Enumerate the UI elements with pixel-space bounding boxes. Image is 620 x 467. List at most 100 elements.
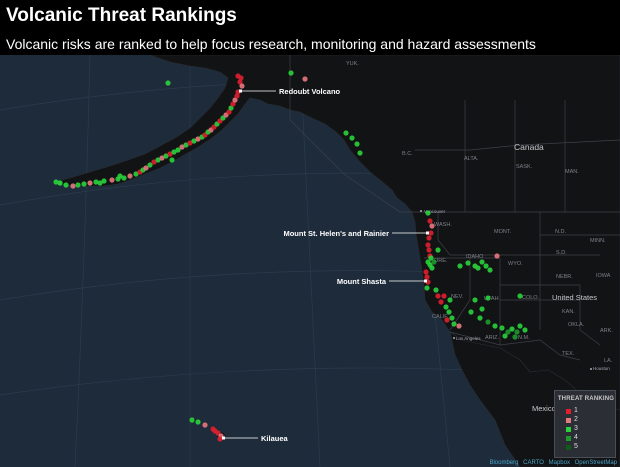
volcano-marker[interactable] — [427, 218, 433, 224]
volcano-marker[interactable] — [499, 325, 505, 331]
volcano-marker[interactable] — [428, 255, 434, 261]
volcano-marker[interactable] — [441, 293, 447, 299]
volcano-marker[interactable] — [449, 315, 455, 321]
volcano-marker[interactable] — [475, 265, 481, 271]
volcano-marker[interactable] — [93, 179, 99, 185]
volcano-marker[interactable] — [87, 180, 93, 186]
credit-carto[interactable]: CARTO — [523, 460, 544, 466]
volcano-marker[interactable] — [202, 422, 208, 428]
volcano-marker[interactable] — [423, 269, 429, 275]
volcano-marker[interactable] — [424, 285, 430, 291]
volcano-marker[interactable] — [512, 334, 518, 340]
volcano-marker[interactable] — [191, 138, 197, 144]
volcano-marker[interactable] — [235, 73, 241, 79]
volcano-marker[interactable] — [302, 76, 308, 82]
volcano-marker[interactable] — [97, 180, 103, 186]
credit-mapbox[interactable]: Mapbox — [548, 460, 570, 466]
volcano-marker[interactable] — [349, 135, 355, 141]
volcano-marker[interactable] — [101, 178, 107, 184]
volcano-marker[interactable] — [457, 263, 463, 269]
volcano-marker[interactable] — [70, 183, 76, 189]
volcano-marker[interactable] — [428, 230, 434, 236]
volcano-marker[interactable] — [435, 247, 441, 253]
volcano-marker[interactable] — [426, 247, 432, 253]
volcano-marker[interactable] — [514, 329, 520, 335]
volcano-marker[interactable] — [133, 171, 139, 177]
volcano-marker[interactable] — [237, 79, 243, 85]
volcano-marker[interactable] — [483, 263, 489, 269]
volcano-marker[interactable] — [175, 147, 181, 153]
volcano-marker[interactable] — [179, 144, 185, 150]
volcano-marker[interactable] — [117, 173, 123, 179]
volcano-marker[interactable] — [468, 309, 474, 315]
volcano-marker[interactable] — [230, 101, 236, 107]
volcano-marker[interactable] — [63, 182, 69, 188]
volcano-marker[interactable] — [189, 417, 195, 423]
volcano-marker[interactable] — [505, 329, 511, 335]
volcano-marker[interactable] — [435, 293, 441, 299]
volcano-marker[interactable] — [517, 323, 523, 329]
volcano-marker[interactable] — [127, 173, 133, 179]
volcano-marker[interactable] — [217, 436, 223, 442]
volcano-marker[interactable] — [425, 210, 431, 216]
volcano-marker[interactable] — [239, 83, 245, 89]
volcano-marker[interactable] — [171, 149, 177, 155]
volcano-marker[interactable] — [447, 297, 453, 303]
volcano-marker[interactable] — [451, 321, 457, 327]
volcano-marker[interactable] — [228, 105, 234, 111]
volcano-marker[interactable] — [426, 235, 432, 241]
volcano-marker[interactable] — [444, 317, 450, 323]
volcano-marker[interactable] — [234, 93, 240, 99]
volcano-marker[interactable] — [232, 97, 238, 103]
volcano-marker[interactable] — [479, 259, 485, 265]
volcano-marker[interactable] — [502, 333, 508, 339]
volcano-marker[interactable] — [485, 295, 491, 301]
volcano-marker[interactable] — [433, 287, 439, 293]
volcano-marker[interactable] — [167, 151, 173, 157]
volcano-marker[interactable] — [163, 153, 169, 159]
credit-bloomberg[interactable]: Bloomberg — [489, 460, 519, 466]
volcano-marker[interactable] — [165, 80, 171, 86]
volcano-marker[interactable] — [517, 293, 523, 299]
volcano-marker[interactable] — [343, 130, 349, 136]
volcano-marker[interactable] — [429, 223, 435, 229]
volcano-marker[interactable] — [446, 309, 452, 315]
volcano-marker[interactable] — [431, 259, 437, 265]
volcano-marker[interactable] — [522, 327, 528, 333]
volcano-marker[interactable] — [492, 323, 498, 329]
volcano-marker[interactable] — [288, 70, 294, 76]
volcano-marker[interactable] — [226, 109, 232, 115]
volcano-marker[interactable] — [487, 267, 493, 273]
volcano-map[interactable]: YUK. B.C. ALTA. Canada SASK. MAN. Vancou… — [0, 55, 620, 467]
volcano-marker[interactable] — [425, 242, 431, 248]
volcano-marker[interactable] — [477, 315, 483, 321]
volcano-marker[interactable] — [456, 323, 462, 329]
volcano-marker[interactable] — [143, 165, 149, 171]
volcano-marker[interactable] — [485, 319, 491, 325]
volcano-marker[interactable] — [195, 136, 201, 142]
volcano-marker[interactable] — [169, 157, 175, 163]
volcano-marker[interactable] — [509, 326, 515, 332]
volcano-marker[interactable] — [479, 306, 485, 312]
volcano-marker[interactable] — [424, 274, 430, 280]
volcano-marker[interactable] — [429, 265, 435, 271]
credit-openstreetmap[interactable]: OpenStreetMap — [574, 460, 617, 466]
volcano-marker[interactable] — [357, 150, 363, 156]
volcano-marker[interactable] — [494, 253, 500, 259]
volcano-marker[interactable] — [75, 182, 81, 188]
volcano-marker[interactable] — [53, 179, 59, 185]
volcano-marker[interactable] — [472, 297, 478, 303]
volcano-marker[interactable] — [155, 157, 161, 163]
volcano-marker[interactable] — [195, 419, 201, 425]
volcano-marker[interactable] — [159, 155, 165, 161]
volcano-marker[interactable] — [57, 180, 63, 186]
volcano-marker[interactable] — [109, 177, 115, 183]
volcano-marker[interactable] — [187, 140, 193, 146]
volcano-marker[interactable] — [151, 159, 157, 165]
volcano-marker[interactable] — [183, 142, 189, 148]
volcano-marker[interactable] — [121, 175, 127, 181]
volcano-marker[interactable] — [81, 181, 87, 187]
volcano-marker[interactable] — [443, 304, 449, 310]
volcano-marker[interactable] — [147, 162, 153, 168]
volcano-marker[interactable] — [354, 141, 360, 147]
